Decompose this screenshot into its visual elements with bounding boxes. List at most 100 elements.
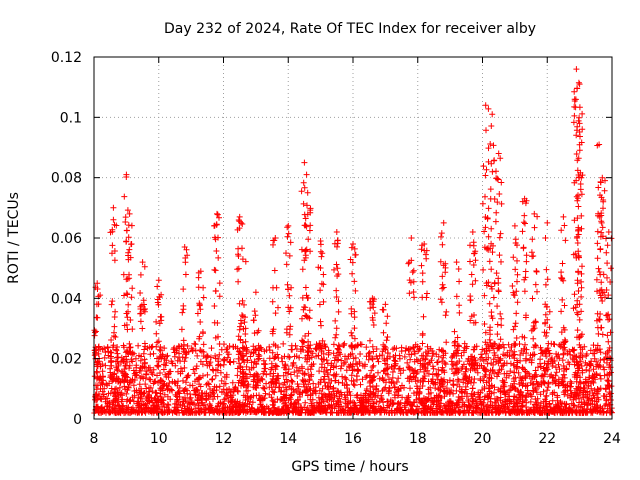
data-point bbox=[321, 341, 328, 348]
data-point bbox=[522, 200, 529, 207]
data-point bbox=[497, 357, 504, 364]
data-point bbox=[418, 262, 425, 269]
data-point bbox=[147, 384, 154, 391]
data-point bbox=[293, 353, 300, 360]
data-point bbox=[455, 367, 462, 374]
data-point bbox=[217, 369, 224, 376]
data-point bbox=[269, 349, 276, 356]
data-point bbox=[576, 141, 583, 148]
data-point bbox=[435, 371, 442, 378]
data-point bbox=[129, 326, 136, 333]
data-point bbox=[112, 358, 119, 365]
data-point bbox=[595, 386, 602, 393]
data-point bbox=[441, 359, 448, 366]
data-point bbox=[315, 342, 321, 349]
data-point bbox=[369, 364, 376, 370]
data-point bbox=[532, 396, 539, 403]
data-point bbox=[252, 346, 258, 353]
data-point bbox=[434, 359, 440, 366]
data-point bbox=[579, 126, 586, 133]
data-point bbox=[194, 352, 201, 359]
data-point bbox=[146, 376, 153, 383]
data-point bbox=[519, 392, 526, 399]
data-point bbox=[125, 404, 132, 411]
data-point bbox=[364, 372, 370, 379]
data-point bbox=[124, 291, 131, 298]
data-point bbox=[527, 398, 534, 405]
data-point bbox=[405, 407, 412, 414]
data-point bbox=[195, 284, 202, 291]
data-point bbox=[192, 347, 199, 354]
data-point bbox=[503, 398, 509, 405]
data-point bbox=[157, 385, 164, 392]
data-point bbox=[138, 385, 145, 392]
data-point bbox=[489, 111, 496, 118]
data-point bbox=[514, 271, 521, 278]
data-point bbox=[514, 257, 520, 264]
data-point bbox=[112, 393, 119, 400]
data-point bbox=[236, 300, 243, 307]
data-point bbox=[555, 404, 562, 411]
data-point bbox=[212, 352, 219, 359]
data-point bbox=[142, 359, 148, 366]
data-point bbox=[139, 325, 146, 332]
data-point bbox=[558, 329, 565, 336]
data-point bbox=[241, 301, 247, 308]
data-point bbox=[123, 321, 130, 328]
data-point bbox=[453, 401, 460, 407]
data-point bbox=[514, 299, 521, 306]
data-point bbox=[286, 383, 293, 390]
data-point bbox=[330, 350, 337, 357]
data-point bbox=[373, 346, 380, 352]
data-point bbox=[373, 399, 380, 405]
data-point bbox=[605, 229, 612, 235]
data-point bbox=[575, 248, 582, 255]
data-point bbox=[597, 246, 604, 253]
data-point bbox=[108, 337, 115, 343]
data-point bbox=[242, 338, 249, 345]
data-point bbox=[121, 366, 128, 373]
data-point bbox=[491, 389, 497, 396]
data-point bbox=[559, 378, 566, 385]
data-point bbox=[242, 258, 249, 265]
data-point bbox=[215, 254, 222, 261]
data-point bbox=[94, 280, 101, 287]
data-point bbox=[489, 366, 496, 373]
data-point bbox=[235, 217, 242, 223]
data-point bbox=[429, 371, 436, 378]
data-point bbox=[141, 263, 148, 270]
data-point bbox=[598, 219, 605, 226]
data-point bbox=[143, 395, 150, 402]
data-point bbox=[594, 402, 601, 409]
data-point bbox=[136, 367, 143, 374]
x-tick-label: 12 bbox=[215, 431, 233, 447]
data-point bbox=[526, 410, 533, 416]
data-point bbox=[429, 399, 436, 406]
data-point bbox=[170, 346, 177, 353]
data-point bbox=[271, 267, 278, 274]
data-point bbox=[151, 378, 158, 385]
data-point bbox=[594, 347, 600, 354]
data-point bbox=[411, 350, 418, 357]
data-point bbox=[261, 395, 268, 402]
data-point bbox=[125, 384, 132, 391]
data-point bbox=[281, 395, 288, 402]
data-point bbox=[532, 342, 539, 348]
data-point bbox=[501, 370, 508, 377]
data-point bbox=[374, 355, 381, 362]
data-point bbox=[575, 226, 582, 233]
data-point bbox=[197, 306, 204, 313]
data-point bbox=[604, 242, 611, 249]
data-point bbox=[312, 384, 319, 391]
data-point bbox=[252, 312, 259, 319]
data-point bbox=[302, 304, 309, 311]
data-point bbox=[192, 391, 199, 398]
data-point bbox=[327, 394, 334, 401]
data-point bbox=[567, 351, 574, 358]
data-point bbox=[468, 379, 474, 386]
data-point bbox=[590, 379, 597, 386]
data-point bbox=[573, 151, 580, 157]
data-point bbox=[219, 389, 225, 396]
data-point bbox=[306, 376, 313, 383]
data-point bbox=[437, 258, 444, 265]
